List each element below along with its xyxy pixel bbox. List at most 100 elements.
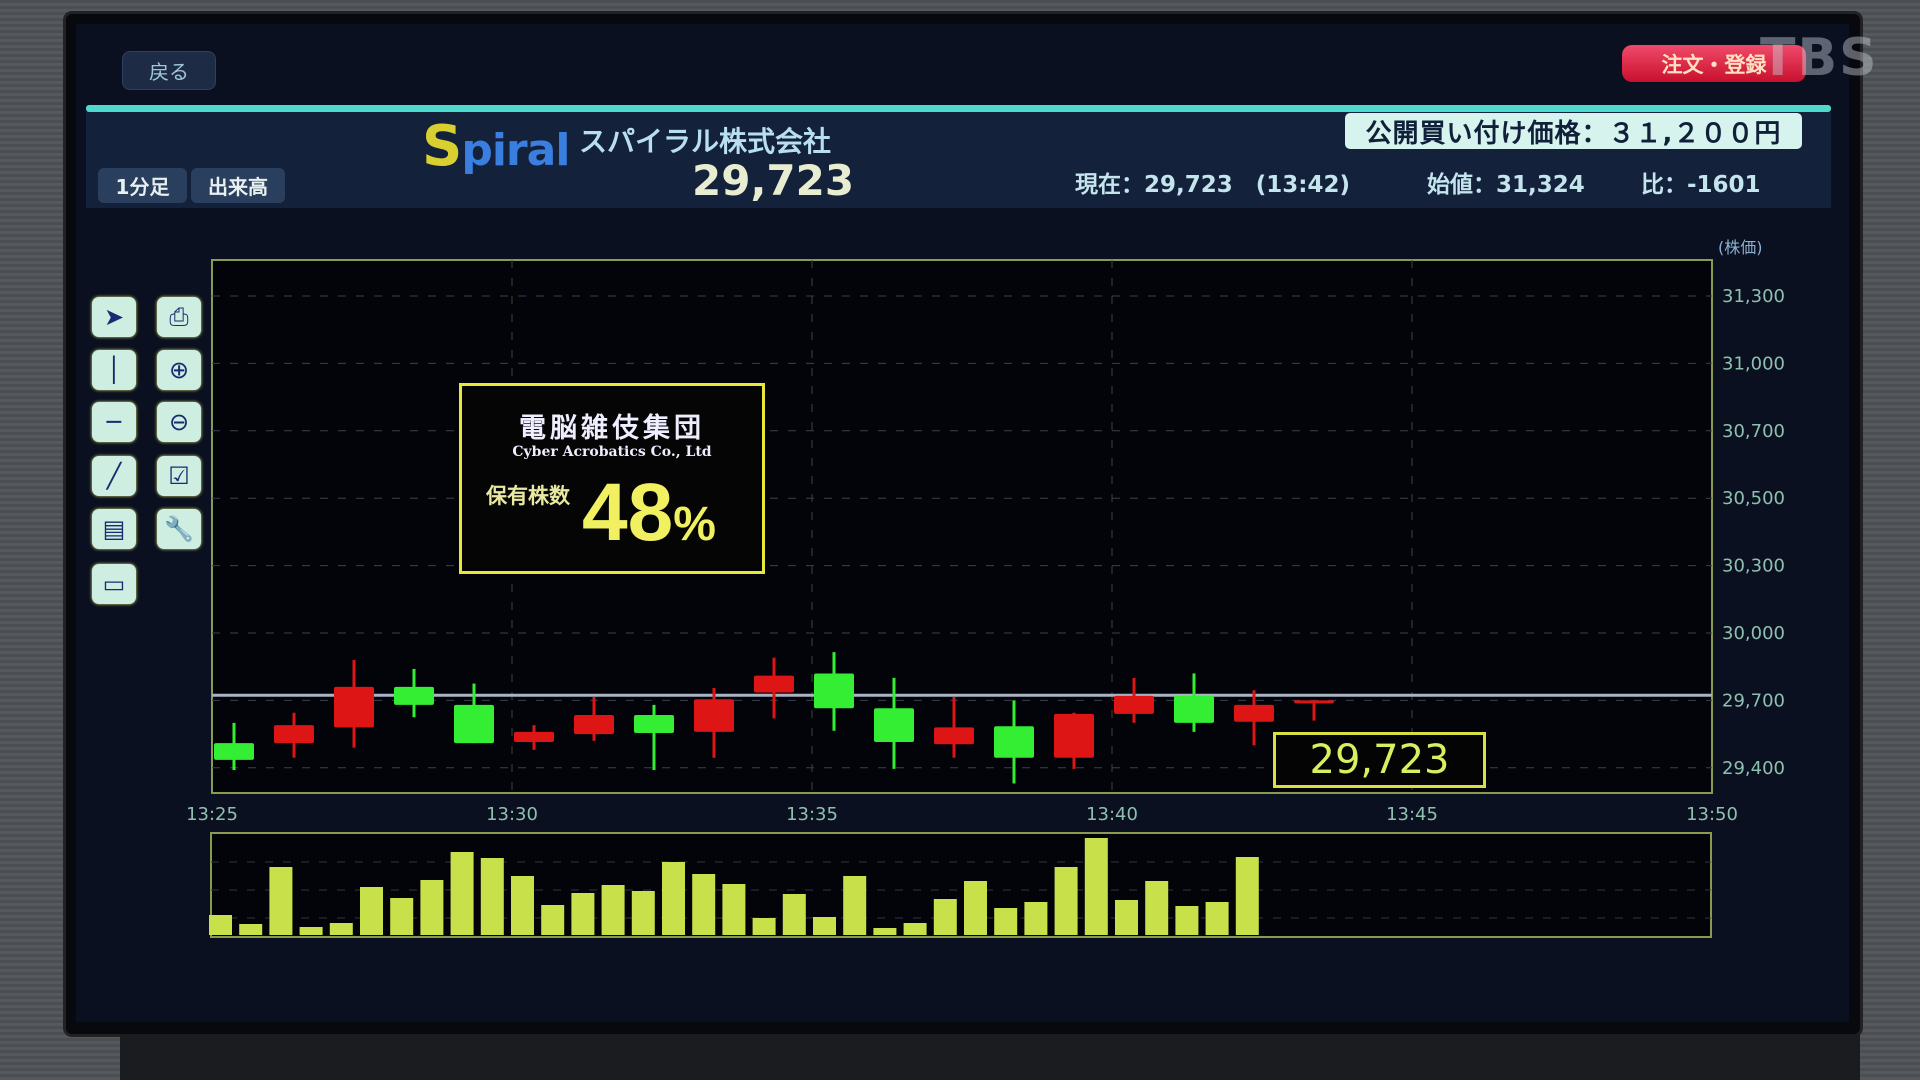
x-tick-label: 13:50 [1686, 804, 1738, 825]
volume-bar [1024, 902, 1048, 935]
volume-bar [390, 898, 414, 935]
candle-body [694, 699, 734, 732]
wrench-icon[interactable]: 🔧 [157, 509, 201, 549]
order-register-button[interactable]: 注文・登録 [1622, 45, 1806, 82]
x-tick-label: 13:35 [786, 804, 838, 825]
header-divider [86, 105, 1831, 112]
volume-bar [1145, 881, 1169, 935]
volume-bar [571, 893, 595, 935]
edit-check-icon[interactable]: ☑ [157, 456, 201, 496]
volume-bar [692, 874, 716, 935]
now-price-info: 現在：29,723 (13:42) [1075, 172, 1350, 198]
candle-body [874, 708, 914, 742]
volume-bar [994, 908, 1018, 935]
volume-bar [480, 858, 504, 935]
candle-body [1294, 700, 1334, 704]
volume-bar [722, 884, 746, 935]
volume-bar [873, 928, 897, 935]
vertical-line-icon[interactable]: │ [92, 350, 136, 390]
volume-bar [1205, 902, 1229, 935]
open-price-info: 始値：31,324 [1427, 172, 1585, 198]
volume-bar [631, 891, 655, 935]
y-tick-label: 29,700 [1722, 690, 1785, 711]
holding-percent: 48% [582, 466, 716, 560]
volume-bar [813, 917, 836, 935]
y-tick-label: 31,000 [1722, 353, 1785, 374]
volume-bar [450, 852, 474, 935]
price-plot-area [211, 259, 1713, 794]
candle-body [814, 673, 854, 709]
y-tick-label: 30,500 [1722, 488, 1785, 509]
x-tick-label: 13:25 [186, 804, 238, 825]
x-tick-label: 13:45 [1386, 804, 1438, 825]
y-axis-label: (株価) [1718, 238, 1763, 257]
change-info: 比：-1601 [1641, 172, 1761, 198]
candle-body [454, 704, 494, 744]
volume-bar [511, 876, 534, 935]
holding-label: 保有株数 [486, 484, 570, 508]
volume-bar [360, 887, 383, 935]
candle-body [1174, 695, 1214, 723]
y-tick-label: 29,400 [1722, 758, 1785, 779]
volume-bar [964, 881, 987, 935]
back-button[interactable]: 戻る [122, 51, 216, 90]
company-name: スパイラル株式会社 [579, 125, 832, 158]
volume-bar [933, 899, 957, 935]
horizontal-line-icon[interactable]: ─ [92, 402, 136, 442]
candle-body [574, 715, 614, 735]
x-tick-label: 13:30 [486, 804, 538, 825]
volume-bar [420, 880, 444, 935]
candle-body [634, 715, 674, 733]
candle-body [994, 726, 1034, 758]
volume-bar [752, 918, 776, 935]
holder-name-en: Cyber Acrobatics Co., Ltd [512, 444, 712, 460]
volume-bar [239, 924, 263, 935]
candle-body [334, 686, 374, 728]
zoom-out-icon[interactable]: ⊖ [157, 402, 201, 442]
fibonacci-icon[interactable]: ▤ [92, 509, 136, 549]
candle-body [1114, 695, 1154, 714]
volume-bar [269, 867, 293, 935]
volume-bar [299, 927, 323, 935]
volume-bar [662, 862, 685, 935]
tbs-watermark: TBS [1760, 28, 1879, 88]
new-order-icon[interactable]: ⎙ [157, 297, 201, 337]
candle-body [1234, 704, 1274, 722]
volume-bar [1175, 906, 1199, 935]
volume-bar [782, 894, 806, 935]
x-tick-label: 13:40 [1086, 804, 1138, 825]
shareholder-info-box: 電脳雑伎集団 Cyber Acrobatics Co., Ltd 保有株数 48… [459, 383, 765, 574]
volume-bar [843, 876, 867, 935]
candle-body [754, 675, 794, 693]
holding-unit: % [673, 498, 716, 551]
zoom-in-icon[interactable]: ⊕ [157, 350, 201, 390]
cursor-arrow-icon[interactable]: ➤ [92, 297, 136, 337]
volume-bar [329, 923, 353, 935]
candle-body [274, 725, 314, 744]
y-tick-label: 30,700 [1722, 421, 1785, 442]
volume-bar [601, 885, 625, 935]
last-price-tag: 29,723 [1273, 732, 1486, 788]
candle-body [394, 686, 434, 705]
current-price: 29,723 [692, 156, 855, 205]
candle-body [1054, 713, 1094, 758]
tab-volume[interactable]: 出来高 [191, 168, 285, 203]
holding-value: 48 [582, 467, 674, 558]
volume-bar [1084, 838, 1108, 935]
monitor-bottom [120, 1034, 1860, 1080]
tab-1min[interactable]: 1分足 [98, 168, 187, 203]
tender-offer-price: 公開買い付け価格：３１,２００円 [1345, 113, 1802, 149]
holder-name-jp: 電脳雑伎集団 [519, 413, 705, 444]
candle-body [214, 743, 254, 760]
y-tick-label: 30,000 [1722, 623, 1785, 644]
volume-bar [1235, 857, 1259, 935]
volume-bar [209, 915, 232, 935]
volume-bar [1115, 900, 1138, 935]
y-tick-label: 31,300 [1722, 286, 1785, 307]
volume-bar [1054, 867, 1078, 935]
trend-line-icon[interactable]: ╱ [92, 456, 136, 496]
text-icon[interactable]: ▭ [92, 564, 136, 604]
candle-body [514, 731, 554, 742]
spiral-logo: Spiral [422, 114, 570, 179]
